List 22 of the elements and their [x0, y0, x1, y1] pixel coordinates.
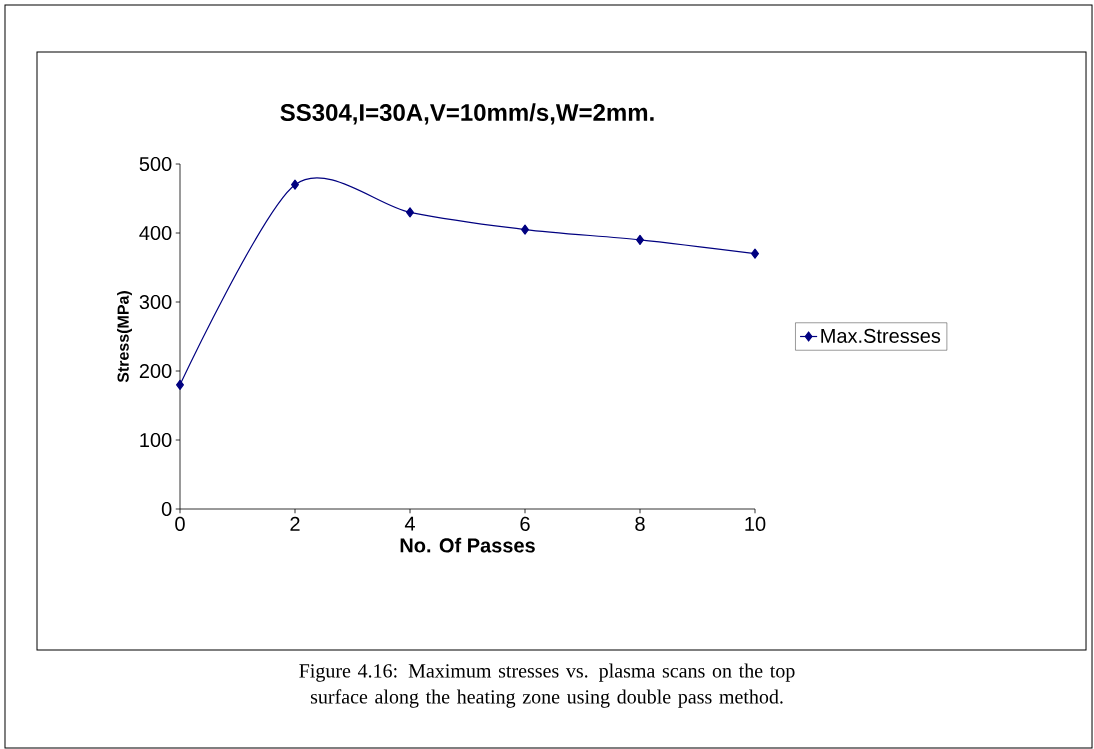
point [291, 179, 299, 190]
legend-label: Max.Stresses [821, 328, 941, 343]
point [751, 248, 759, 259]
x-tick-label: 8 [635, 516, 645, 531]
x-tick-label: 4 [404, 516, 415, 531]
y-tick-label: 0 [161, 501, 172, 517]
point [406, 207, 414, 218]
y-tick-label: 200 [139, 363, 172, 379]
chart-title: SS304,I=30A,V=10mm/s,W=2mm. [280, 103, 654, 125]
x-tick-label: 0 [175, 516, 185, 531]
caption: Figure 4.16: Maximum stresses vs. plasma scans on the top surface along the heating zone using double pass method. [299, 663, 795, 708]
x-tick-label: 2 [290, 516, 300, 531]
x-axis-title: No. Of Passes [400, 537, 535, 553]
y-tick-label: 400 [139, 225, 172, 241]
y-tick-label: 100 [140, 432, 172, 448]
x-tick-label: 6 [520, 516, 530, 531]
point [521, 224, 529, 235]
y-tick-label: 300 [139, 294, 172, 310]
point [176, 379, 184, 390]
x-tick-label: 10 [745, 516, 766, 531]
y-tick-label: 500 [139, 156, 172, 172]
y-axis-title: Stress(MPa) [117, 291, 132, 383]
